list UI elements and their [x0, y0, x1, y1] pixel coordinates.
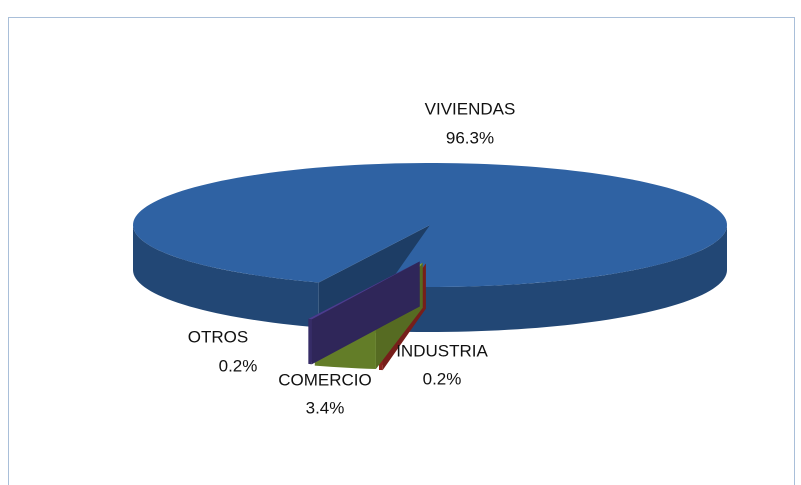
pie — [133, 163, 727, 371]
slice-side — [386, 225, 727, 332]
slice — [133, 163, 727, 287]
slice-label: VIVIENDAS — [425, 99, 516, 118]
slice-value-label: 96.3% — [446, 128, 494, 147]
slice — [308, 261, 420, 320]
slice-value-label: 3.4% — [306, 398, 345, 417]
slice-label: OTROS — [188, 327, 248, 346]
slice-cut-face — [308, 261, 420, 364]
slice-value-label: 0.2% — [423, 369, 462, 388]
slice-label: COMERCIO — [278, 370, 372, 389]
slice-side — [133, 225, 319, 328]
slice-side — [308, 318, 312, 365]
slice-label: INDUSTRIA — [396, 341, 488, 360]
slice-value-label: 0.2% — [219, 356, 258, 375]
